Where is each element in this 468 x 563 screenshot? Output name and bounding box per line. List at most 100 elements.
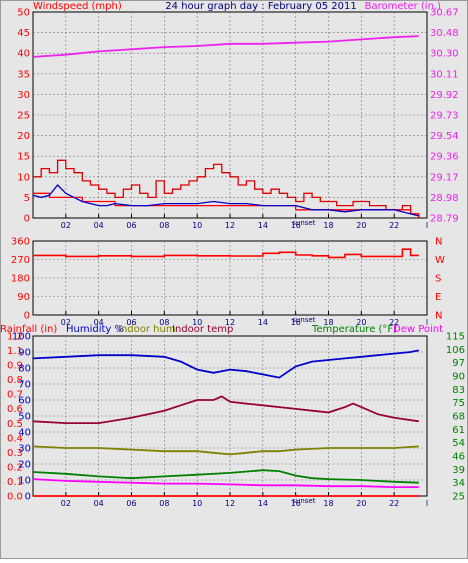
x-tick-label: 02 — [61, 318, 71, 327]
y-tick-label: 10 — [18, 476, 31, 487]
y-tick-label: 29.17 — [430, 172, 459, 183]
temp-panel-series — [32, 349, 419, 497]
indoor_hum-series — [32, 445, 419, 456]
x-tick-label: l — [426, 499, 428, 508]
y-tick-label: 270 — [11, 255, 30, 266]
y-tick-label: 30.11 — [430, 69, 459, 80]
x-tick-label: 20 — [356, 499, 366, 508]
direction-axis-ticks: 0 90 180 270 360 — [11, 237, 30, 322]
indoor-temp-label: Indoor temp — [172, 324, 233, 335]
y-tick-label: 0.9 — [7, 361, 23, 372]
gust-series — [33, 159, 420, 218]
barometer-axis-ticks: 28.79 28.98 29.17 29.36 29.54 29.73 29.92 30.11… — [430, 8, 459, 225]
y-tick-label: 68 — [452, 412, 465, 423]
humidity-label: Humidity % — [66, 324, 124, 335]
x-tick-label: 20 — [356, 318, 366, 327]
y-tick-label: 83 — [452, 385, 465, 396]
x-tick-label: 06 — [126, 221, 136, 230]
indoor_temp-series — [32, 395, 419, 424]
y-tick-label: 20 — [18, 460, 31, 471]
y-tick-label: 360 — [11, 237, 30, 248]
y-tick-label: 10 — [17, 172, 30, 183]
y-tick-label: 106 — [446, 345, 465, 356]
y-tick-label: 46 — [452, 452, 465, 463]
direction-panel-series — [33, 248, 419, 259]
direction-x-ticks: 02 04 06 08 10 12 14 16 18 20 22 l sunset — [61, 311, 428, 327]
y-tick-label: 100 — [12, 332, 31, 343]
y-tick-label: 90 — [17, 292, 30, 303]
x-tick-label: 08 — [159, 318, 169, 327]
direction-series — [33, 248, 419, 259]
y-tick-label: 0.3 — [7, 448, 23, 459]
x-tick-label: l — [426, 221, 428, 230]
y-tick-label: 0 — [24, 214, 30, 225]
y-tick-label: 28.98 — [430, 193, 459, 204]
x-tick-label: 12 — [225, 318, 235, 327]
x-tick-label: 06 — [126, 499, 136, 508]
y-tick-label: 30 — [18, 444, 31, 455]
y-tick-label: 0.6 — [7, 404, 23, 415]
rainfall-label: Rainfall (in) — [0, 324, 57, 335]
y-tick-label: 29.92 — [430, 90, 459, 101]
rainfall-axis-ticks: 0.0 0.1 0.2 0.3 0.4 0.5 0.6 0.7 0.8 0.9 1.1 1.2 — [7, 332, 23, 503]
humidity-axis-ticks: 0 10 20 30 40 50 60 70 80 90 100 — [12, 332, 31, 503]
x-tick-label: 18 — [323, 318, 333, 327]
sunset-label: sunset — [292, 219, 315, 227]
y-tick-label: E — [435, 292, 441, 303]
y-tick-label: 180 — [11, 274, 30, 285]
indoor-hum-label: Indoor hum — [118, 324, 176, 335]
y-tick-label: 40 — [18, 428, 31, 439]
y-tick-label: 29.73 — [430, 111, 459, 122]
y-tick-label: 45 — [17, 28, 30, 39]
y-tick-label: 25 — [17, 111, 30, 122]
y-tick-label: 34 — [452, 478, 465, 489]
x-tick-label: 08 — [159, 499, 169, 508]
sunset-label: sunset — [292, 316, 315, 324]
x-tick-label: 18 — [323, 499, 333, 508]
y-tick-label: 80 — [18, 364, 31, 375]
x-tick-label: 22 — [389, 499, 399, 508]
y-tick-label: 28.79 — [430, 214, 459, 225]
x-tick-label: 18 — [323, 221, 333, 230]
y-tick-label: 75 — [452, 398, 465, 409]
y-tick-label: 0 — [25, 492, 31, 503]
wind-x-ticks: 02 04 06 08 10 12 14 16 18 20 22 l sunset — [61, 214, 428, 230]
dewpoint-series — [32, 478, 419, 488]
y-tick-label: 25 — [452, 492, 465, 503]
y-tick-label: 50 — [18, 412, 31, 423]
x-tick-label: 22 — [389, 221, 399, 230]
y-tick-label: 39 — [452, 465, 465, 476]
y-tick-label: 70 — [18, 380, 31, 391]
y-tick-label: 5 — [24, 193, 30, 204]
y-tick-label: 30.30 — [430, 49, 459, 60]
y-tick-label: 30.67 — [430, 8, 459, 19]
x-tick-label: 14 — [258, 221, 268, 230]
y-tick-label: 0.8 — [7, 375, 23, 386]
y-tick-label: 50 — [17, 8, 30, 19]
x-tick-label: 10 — [192, 499, 202, 508]
y-tick-label: 29.54 — [430, 131, 459, 142]
y-tick-label: 60 — [18, 396, 31, 407]
humidity-series — [32, 349, 419, 379]
y-tick-label: 0 — [24, 311, 30, 322]
x-tick-label: 04 — [94, 499, 104, 508]
y-tick-label: 35 — [17, 69, 30, 80]
y-tick-label: 0.0 — [7, 492, 23, 503]
y-tick-label: 0.7 — [7, 390, 23, 401]
x-tick-label: 02 — [61, 221, 71, 230]
y-tick-label: 61 — [452, 425, 465, 436]
x-tick-label: 16 — [291, 318, 301, 327]
x-tick-label: 16 — [291, 499, 301, 508]
x-tick-label: 10 — [192, 221, 202, 230]
x-tick-label: 12 — [225, 499, 235, 508]
x-tick-label: 14 — [258, 318, 268, 327]
y-tick-label: 115 — [446, 332, 465, 343]
y-tick-label: 40 — [17, 49, 30, 60]
wind-axis-ticks: 0 5 10 15 20 25 30 35 40 45 50 — [17, 8, 30, 225]
graph-title: 24 hour graph day : February 05 2011 — [165, 1, 356, 12]
y-tick-label: 0.4 — [7, 433, 23, 444]
barometer-axis-title: Barometer (in.) — [365, 1, 441, 12]
y-tick-label: S — [435, 274, 441, 285]
